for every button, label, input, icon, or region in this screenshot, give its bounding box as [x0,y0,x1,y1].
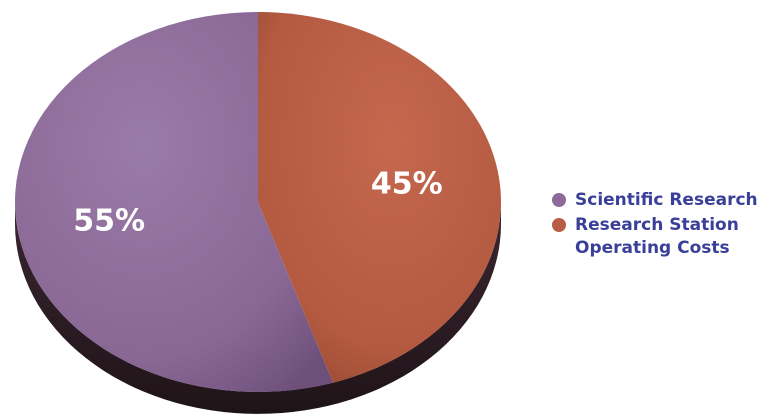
legend-swatch-research-station-operating-costs [552,218,566,232]
pie-slice-research-station-operating-costs [258,12,501,383]
legend-label-scientific-research: Scientific Research [575,190,758,210]
legend-item-scientific-research: Scientific Research [552,189,767,212]
pie-slice-scientific-research [15,12,334,392]
legend-item-research-station-operating-costs: Research Station Operating Costs [552,214,767,260]
legend: Scientific Research Research Station Ope… [552,189,767,262]
pie-label-research-station-operating-costs: 45% [371,167,443,202]
pie-label-scientific-research: 55% [73,203,145,238]
legend-swatch-scientific-research [552,193,566,207]
legend-label-research-station-operating-costs: Research Station Operating Costs [575,215,739,258]
